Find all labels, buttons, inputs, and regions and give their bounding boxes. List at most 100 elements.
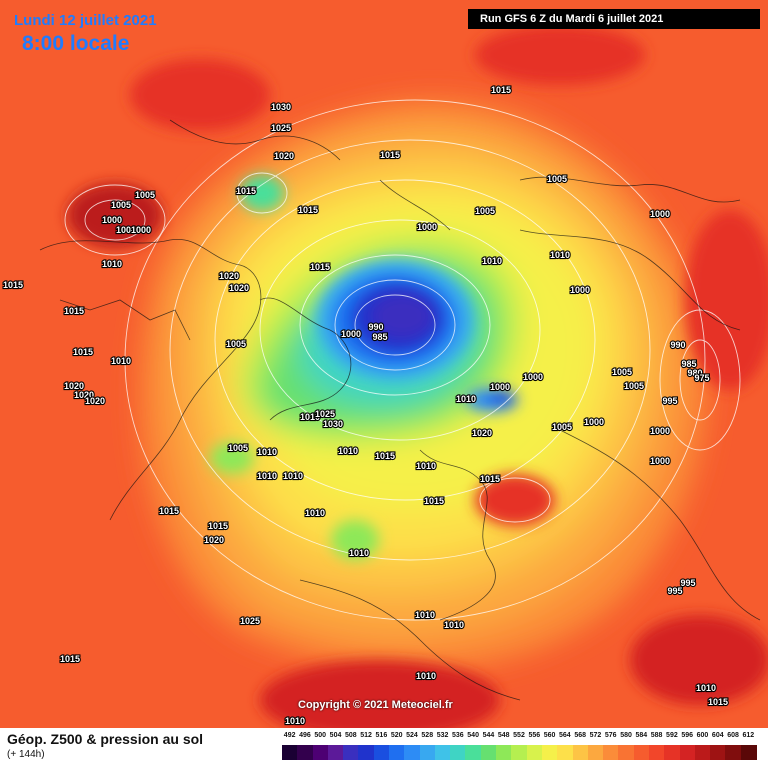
isobars [64,99,741,621]
scale-tick-label: 576 [604,732,617,739]
scale-swatch [526,745,543,760]
pressure-label: 1000 [650,456,670,466]
scale-tick-label: 520 [390,732,403,739]
pressure-label: 990 [670,340,685,350]
pressure-label: 1020 [64,381,84,391]
pressure-label: 1030 [271,102,291,112]
pressure-label: 1020 [74,390,94,400]
scale-swatch [710,745,727,760]
scale-tick-label: 596 [681,732,694,739]
pressure-label: 975 [694,373,709,383]
scale-swatch [282,745,298,760]
scale-swatch [740,745,757,760]
scale-tick-label: 524 [406,732,418,739]
pressure-label: 1005 [475,206,495,216]
scale-swatch [450,745,467,760]
pressure-label: 1020 [219,271,239,281]
copyright-notice: Copyright © 2021 Meteociel.fr [298,699,453,711]
scale-tick-label: 572 [589,732,602,739]
pressure-label: 1015 [73,347,93,357]
color-scale: 492 496 500 504 508 512 516 520 524 528 532 536 540 5… [282,732,757,764]
pressure-label: 1015 [708,697,728,707]
scale-tick-label: 512 [360,732,372,739]
pressure-label: 1015 [375,451,395,461]
pressure-label: 1000 [570,285,590,295]
weather-map: 1030 1025 1020 1015 1015 1015 1015 1015 1005 1005… [0,0,768,728]
pressure-label: 1010 [482,256,502,266]
scale-tick-label: 500 [314,732,327,739]
pressure-label: 1010 [111,356,131,366]
scale-swatch [297,745,314,760]
pressure-label: 1010 [102,259,122,269]
pressure-label: 1000 [116,225,136,235]
scale-swatch [496,745,513,760]
scale-swatch [694,745,711,760]
pressure-label: 1020 [472,428,492,438]
forecast-time: 8:00 locale [22,32,130,55]
scale-tick-label: 612 [742,732,755,739]
pressure-label: 1015 [64,306,84,316]
pressure-label: 1000 [650,426,670,436]
scale-swatch [404,745,421,760]
pressure-label: 1010 [305,508,325,518]
pressure-label: 1015 [208,521,228,531]
pressure-label: 1000 [584,417,604,427]
pressure-labels: 1030 1025 1020 1015 1015 1015 1015 1015 1005 1005… [2,84,729,727]
pressure-label: 1000 [341,329,361,339]
pressure-label: 1010 [456,394,476,404]
map-canvas: 1030 1025 1020 1015 1015 1015 1015 1015 1005 1005… [0,0,768,728]
scale-swatch [633,745,650,760]
scale-swatch [618,745,635,760]
pressure-label: 1020 [204,535,224,545]
pressure-label: 995 [662,396,677,406]
pressure-label: 1010 [257,447,277,457]
scale-tick-label: 564 [559,732,571,739]
pressure-label: 1010 [257,471,277,481]
pressure-label: 1015 [480,474,500,484]
scale-swatch [419,745,436,760]
low-pressure-core [67,25,768,728]
scale-tick-label: 600 [696,732,709,739]
pressure-label: 1025 [271,123,291,133]
scale-tick-label: 516 [375,732,388,739]
scale-tick-label: 592 [666,732,678,739]
pressure-label: 1010 [416,671,436,681]
scale-tick-label: 528 [421,732,434,739]
legend-title: Géop. Z500 & pression au sol [7,731,204,747]
scale-swatch [312,745,329,760]
pressure-label: 1015 [491,85,511,95]
pressure-label: 1005 [547,174,567,184]
legend: Géop. Z500 & pression au sol (+ 144h) 49… [0,728,768,768]
pressure-label: 1000 [102,215,122,225]
scale-tick-label: 560 [543,732,556,739]
scale-swatch [343,745,360,760]
pressure-label: 1030 [323,419,343,429]
scale-swatch [679,745,696,760]
scale-swatch [511,745,528,760]
pressure-label: 1005 [552,422,572,432]
pressure-label: 1000 [417,222,437,232]
pressure-label: 1000 [650,209,670,219]
run-info: Run GFS 6 Z du Mardi 6 juillet 2021 [468,9,760,29]
scale-tick-label: 544 [482,732,495,739]
scale-tick-label: 604 [711,732,724,739]
scale-tick-label: 532 [436,732,449,739]
pressure-label: 1015 [298,205,318,215]
scale-swatch [664,745,681,760]
scale-tick-label: 504 [329,732,342,739]
pressure-label: 1015 [159,506,179,516]
scale-tick-label: 588 [650,732,663,739]
pressure-label: 1000 [131,225,151,235]
forecast-date: Lundi 12 juillet 2021 [14,12,157,29]
scale-swatch [480,745,497,760]
pressure-label: 1005 [135,190,155,200]
pressure-label: 1020 [229,283,249,293]
scale-tick-label: 548 [497,732,510,739]
pressure-label: 1010 [283,471,303,481]
pressure-label: 1010 [415,610,435,620]
pressure-label: 1005 [228,443,248,453]
scale-tick-label: 492 [283,732,296,739]
scale-tick-label: 552 [513,732,525,739]
pressure-label: 980 [687,368,702,378]
pressure-label: 1020 [85,396,105,406]
